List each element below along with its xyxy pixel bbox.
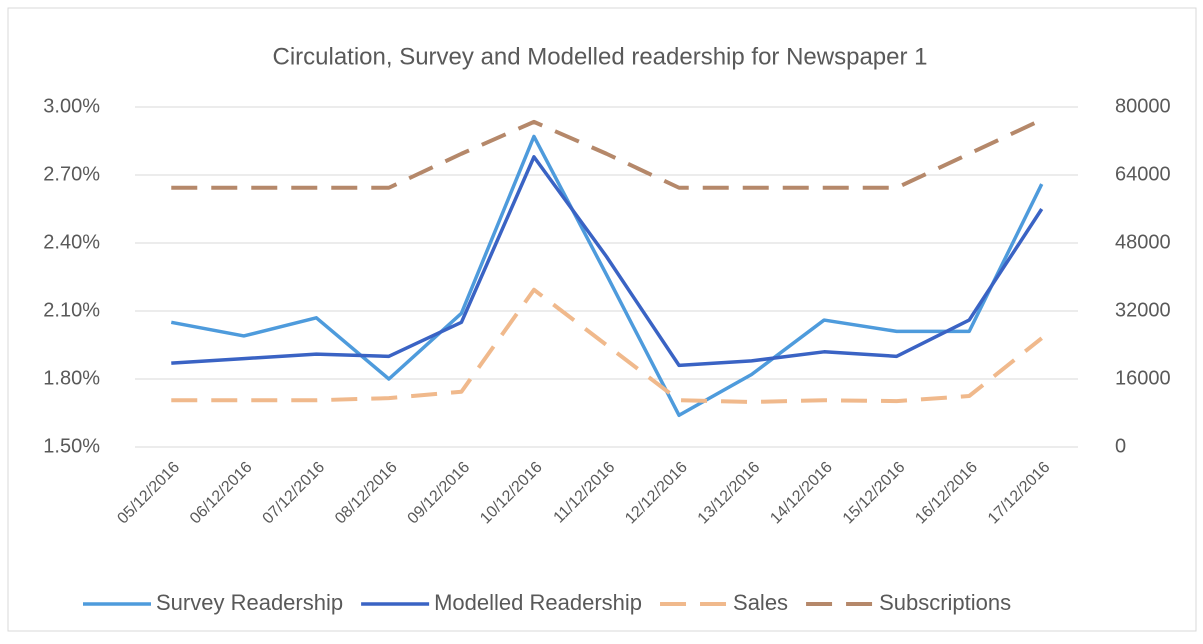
y-tick-label: 2.10% (43, 299, 100, 321)
chart-title: Circulation, Survey and Modelled readers… (272, 43, 927, 70)
y-tick-label: 1.50% (43, 435, 100, 457)
series-line (171, 117, 1043, 190)
y2-tick-label: 80000 (1115, 95, 1171, 117)
series-line (171, 287, 1043, 404)
legend-label: Subscriptions (879, 590, 1011, 615)
y2-tick-label: 0 (1115, 435, 1126, 457)
y-tick-label: 1.80% (43, 367, 100, 389)
y2-tick-label: 64000 (1115, 163, 1171, 185)
y-tick-label: 2.70% (43, 163, 100, 185)
chart-frame (7, 7, 1197, 632)
y-tick-label: 3.00% (43, 95, 100, 117)
y2-tick-label: 32000 (1115, 299, 1171, 321)
series-line (171, 155, 1044, 368)
y2-tick-label: 48000 (1115, 231, 1171, 253)
legend-label: Sales (733, 590, 788, 615)
y-tick-label: 2.40% (43, 231, 100, 253)
y2-tick-label: 16000 (1115, 367, 1171, 389)
legend-label: Modelled Readership (434, 590, 642, 615)
legend-label: Survey Readership (156, 590, 343, 615)
series-line (170, 134, 1044, 418)
